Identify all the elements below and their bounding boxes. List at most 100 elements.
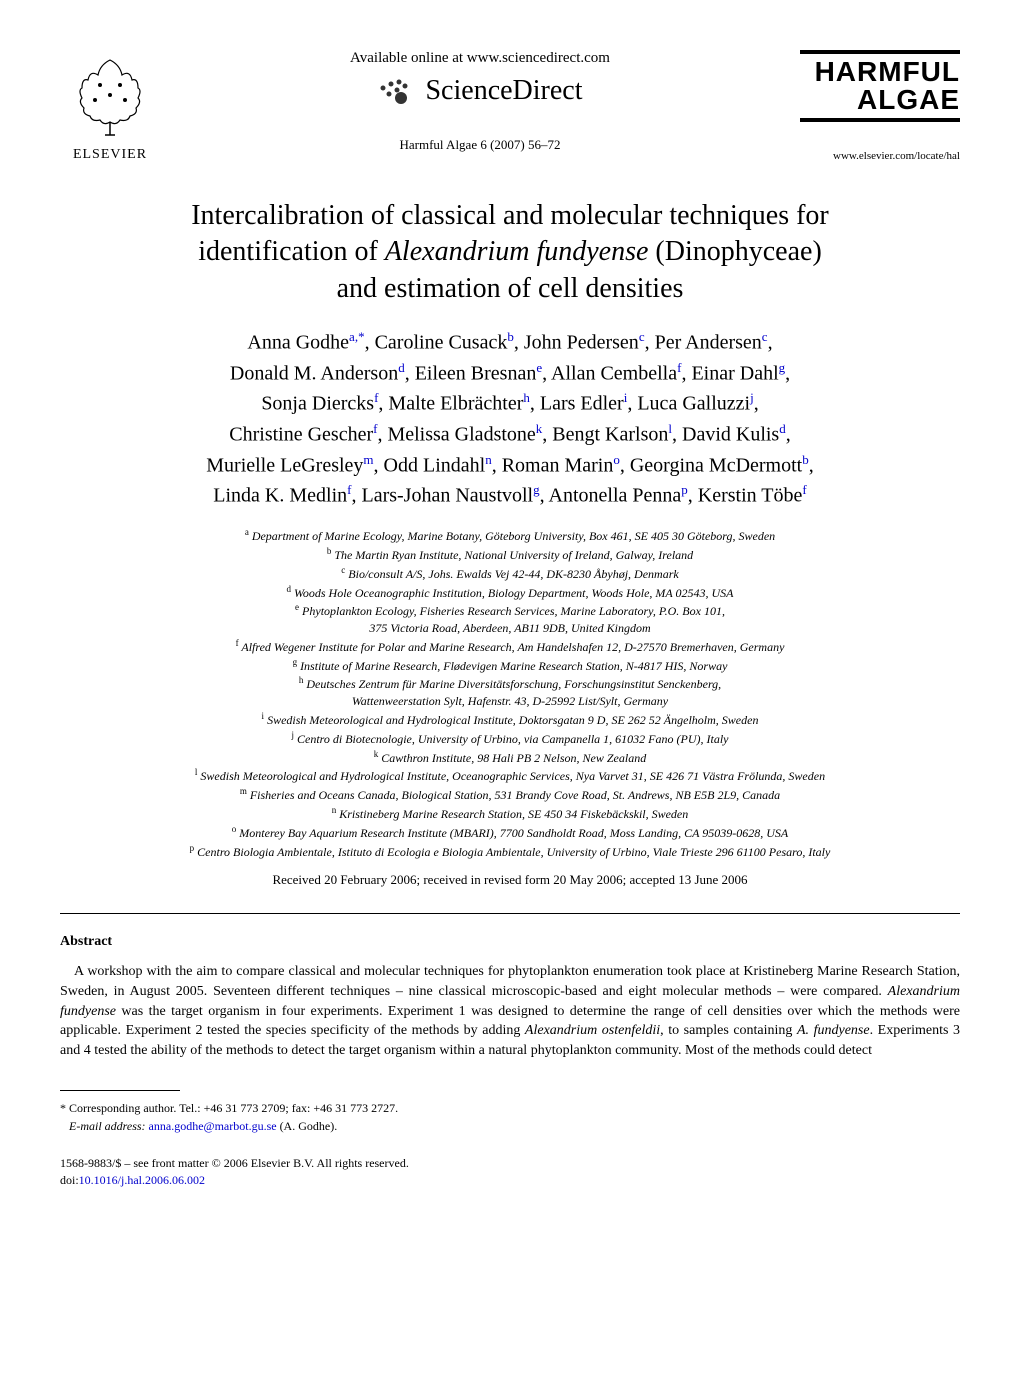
author-sup: b xyxy=(802,452,809,467)
divider xyxy=(60,913,960,914)
author-sup: e xyxy=(536,360,542,375)
affiliation: Fisheries and Oceans Canada, Biological … xyxy=(250,788,780,802)
author: Antonella Penna xyxy=(549,485,682,507)
author-sup: d xyxy=(398,360,405,375)
affiliation: Wattenweerstation Sylt, Hafenstr. 43, D-… xyxy=(352,694,668,708)
affiliation: Phytoplankton Ecology, Fisheries Researc… xyxy=(302,604,725,618)
author-sup: b xyxy=(507,329,514,344)
author-sup: g xyxy=(533,482,540,497)
journal-title-algae: ALGAE xyxy=(800,86,960,114)
abstract-species: A. fundyense xyxy=(797,1023,870,1038)
abstract-text: A workshop with the aim to compare class… xyxy=(60,962,960,1060)
affiliation: Alfred Wegener Institute for Polar and M… xyxy=(241,640,784,654)
author: Linda K. Medlin xyxy=(213,485,347,507)
journal-title-box: HARMFUL ALGAE xyxy=(800,50,960,122)
author: Kerstin Töbe xyxy=(698,485,803,507)
author-sup: c xyxy=(762,329,768,344)
author: Melissa Gladstone xyxy=(387,424,535,446)
journal-title-harmful: HARMFUL xyxy=(800,58,960,86)
author: Luca Galluzzi xyxy=(637,393,750,415)
copyright-line: 1568-9883/$ – see front matter © 2006 El… xyxy=(60,1155,960,1172)
author-sup: h xyxy=(523,390,530,405)
author-sup: f xyxy=(677,360,681,375)
received-dates: Received 20 February 2006; received in r… xyxy=(60,872,960,888)
affiliation: 375 Victoria Road, Aberdeen, AB11 9DB, U… xyxy=(369,621,650,635)
sciencedirect-text: ScienceDirect xyxy=(425,75,582,107)
author: Anna Godhe xyxy=(247,332,349,354)
title-line3: and estimation of cell densities xyxy=(337,273,684,304)
author: Sonja Diercks xyxy=(261,393,374,415)
sciencedirect-logo: ScienceDirect xyxy=(180,75,780,107)
email-line: E-mail address: anna.godhe@marbot.gu.se … xyxy=(60,1117,960,1135)
title-line1: Intercalibration of classical and molecu… xyxy=(191,200,829,231)
author: Lars Edler xyxy=(540,393,624,415)
author-sup: g xyxy=(779,360,786,375)
available-online-text: Available online at www.sciencedirect.co… xyxy=(180,50,780,67)
author: Malte Elbrächter xyxy=(388,393,523,415)
title-species: Alexandrium fundyense xyxy=(385,236,649,267)
author-sup: a,* xyxy=(349,329,365,344)
author-sup: m xyxy=(363,452,373,467)
abstract-part: , to samples containing xyxy=(660,1023,797,1038)
email-address[interactable]: anna.godhe@marbot.gu.se xyxy=(149,1119,277,1133)
author-sup: f xyxy=(347,482,351,497)
author: David Kulis xyxy=(682,424,779,446)
corresponding-author: * Corresponding author. Tel.: +46 31 773… xyxy=(60,1099,960,1117)
doi-link[interactable]: 10.1016/j.hal.2006.06.002 xyxy=(79,1173,205,1187)
affiliation: Kristineberg Marine Research Station, SE… xyxy=(339,807,688,821)
affiliation: Monterey Bay Aquarium Research Institute… xyxy=(239,826,788,840)
author-sup: i xyxy=(624,390,628,405)
journal-url: www.elsevier.com/locate/hal xyxy=(800,150,960,162)
abstract-part: A workshop with the aim to compare class… xyxy=(60,964,960,999)
email-label: E-mail address: xyxy=(69,1119,146,1133)
header-right: HARMFUL ALGAE www.elsevier.com/locate/ha… xyxy=(800,50,960,162)
affiliation: The Martin Ryan Institute, National Univ… xyxy=(334,548,693,562)
affiliation: Woods Hole Oceanographic Institution, Bi… xyxy=(294,586,734,600)
affiliation: Centro Biologia Ambientale, Istituto di … xyxy=(197,845,830,859)
author-sup: o xyxy=(613,452,620,467)
journal-reference: Harmful Algae 6 (2007) 56–72 xyxy=(180,137,780,153)
author-sup: n xyxy=(485,452,492,467)
email-name: (A. Godhe). xyxy=(280,1119,338,1133)
elsevier-tree-icon xyxy=(70,50,150,140)
author-sup: c xyxy=(639,329,645,344)
author: John Pedersen xyxy=(524,332,639,354)
author: Lars-Johan Naustvoll xyxy=(361,485,533,507)
affiliation: Centro di Biotecnologie, University of U… xyxy=(297,732,729,746)
author-sup: l xyxy=(668,421,672,436)
article-title: Intercalibration of classical and molecu… xyxy=(60,198,960,307)
author: Caroline Cusack xyxy=(375,332,508,354)
author-sup: f xyxy=(373,421,377,436)
author: Christine Gescher xyxy=(229,424,373,446)
author: Odd Lindahl xyxy=(384,454,486,476)
header-row: ELSEVIER Available online at www.science… xyxy=(60,50,960,163)
author: Murielle LeGresley xyxy=(206,454,363,476)
doi-line: doi:10.1016/j.hal.2006.06.002 xyxy=(60,1172,960,1189)
author: Roman Marin xyxy=(502,454,614,476)
author-sup: d xyxy=(779,421,786,436)
affiliation: Swedish Meteorological and Hydrological … xyxy=(200,769,825,783)
author-sup: f xyxy=(802,482,806,497)
elsevier-logo-block: ELSEVIER xyxy=(60,50,160,163)
author: Allan Cembella xyxy=(551,362,677,384)
copyright-block: 1568-9883/$ – see front matter © 2006 El… xyxy=(60,1155,960,1189)
author: Bengt Karlson xyxy=(552,424,668,446)
title-line2c: (Dinophyceae) xyxy=(648,236,821,267)
authors-block: Anna Godhea,*, Caroline Cusackb, John Pe… xyxy=(60,327,960,511)
sciencedirect-icon xyxy=(377,76,417,106)
affiliation: Institute of Marine Research, Flødevigen… xyxy=(300,659,727,673)
affiliation: Deutsches Zentrum für Marine Diversitäts… xyxy=(306,677,721,691)
author: Georgina McDermott xyxy=(630,454,802,476)
abstract-heading: Abstract xyxy=(60,934,960,950)
abstract-species: Alexandrium ostenfeldii xyxy=(525,1023,660,1038)
author-sup: j xyxy=(750,390,754,405)
author: Eileen Bresnan xyxy=(415,362,537,384)
author-sup: k xyxy=(536,421,543,436)
header-center: Available online at www.sciencedirect.co… xyxy=(160,50,800,153)
author: Per Andersen xyxy=(655,332,762,354)
footnote-block: * Corresponding author. Tel.: +46 31 773… xyxy=(60,1099,960,1135)
doi-label: doi: xyxy=(60,1173,79,1187)
affiliation: Swedish Meteorological and Hydrological … xyxy=(267,713,758,727)
affiliation: Cawthron Institute, 98 Hali PB 2 Nelson,… xyxy=(381,751,646,765)
author: Donald M. Anderson xyxy=(230,362,398,384)
